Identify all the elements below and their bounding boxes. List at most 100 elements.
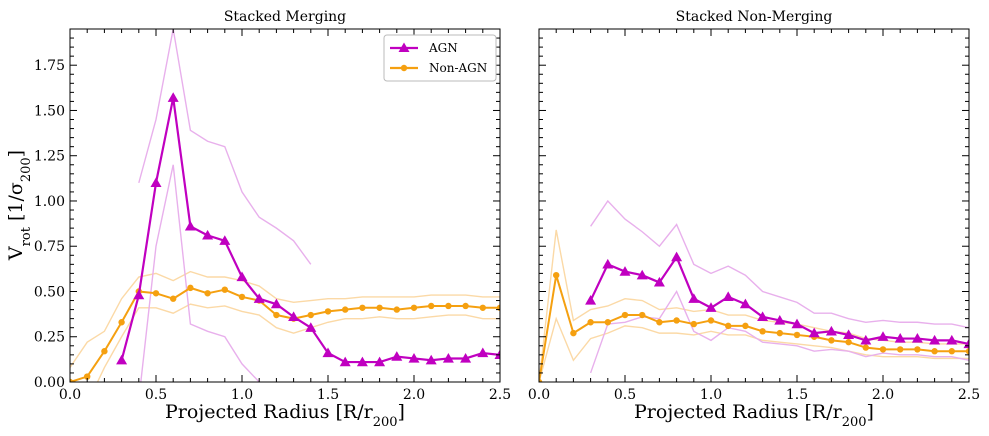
non-agn-data-point [725, 322, 732, 330]
non-agn-data-point [101, 348, 108, 355]
agn-data-point [288, 311, 300, 321]
non-agn-data-point [965, 348, 969, 355]
non-agn-data-point [152, 290, 160, 297]
agn-data-point [408, 352, 420, 363]
agn-data-point [739, 298, 751, 309]
y-tick-label: 0.75 [34, 239, 65, 255]
x-tick-label: 0.5 [614, 387, 636, 403]
agn-data-point [133, 289, 145, 300]
plot-frame [538, 28, 970, 383]
agn-data-point [946, 334, 958, 345]
non-agn-data-point [656, 319, 663, 326]
legend-marker-agn [398, 42, 410, 52]
non-agn-data-point [914, 346, 921, 353]
agn-data-point [339, 356, 351, 367]
legend-item-non-agn: Non-AGN [390, 61, 487, 75]
agn-data-point [202, 229, 214, 240]
non-agn-data-point [948, 348, 955, 355]
agn-data-point [688, 293, 700, 303]
non-agn-series-line [539, 274, 969, 382]
x-tick-label: 2.5 [489, 387, 511, 403]
non-agn-series-line [70, 286, 500, 382]
non-agn-data-point [428, 302, 435, 310]
agn-data-point [116, 354, 128, 365]
non-agn-data-point [897, 346, 904, 353]
agn-data-point [219, 235, 231, 245]
non-agn-data-point [828, 337, 835, 344]
x-tick-label: 1.0 [231, 387, 253, 403]
y-tick-label: 0.25 [34, 330, 65, 346]
agn-data-point [585, 295, 597, 305]
x-tick-label: 0.5 [145, 387, 167, 403]
non-agn-data-point [879, 346, 887, 353]
agn-data-point [929, 334, 941, 345]
non-agn-data-point [479, 304, 486, 311]
agn-data-point [270, 298, 282, 309]
plot-frame [69, 28, 501, 383]
non-agn-lower-band [96, 303, 500, 382]
non-agn-data-point [862, 344, 869, 351]
y-tick-label: 0.50 [34, 284, 65, 300]
non-agn-data-point [570, 329, 577, 337]
agn-data-point [671, 251, 683, 262]
non-agn-data-point [410, 304, 418, 311]
panel-title: Stacked Non-Merging [676, 9, 833, 25]
x-tick-label: 1.0 [700, 387, 722, 403]
agn-data-point [442, 352, 454, 363]
agn-data-point [391, 351, 403, 361]
non-agn-data-point [221, 286, 228, 293]
x-tick-label: 2.5 [958, 387, 980, 403]
x-tick-label: 1.5 [317, 387, 339, 403]
non-agn-upper-band [539, 229, 969, 382]
agn-data-point [757, 311, 769, 321]
non-agn-data-point [204, 290, 211, 297]
non-agn-data-point [376, 304, 383, 311]
non-agn-data-point [187, 284, 194, 292]
x-axis-label: Projected Radius [R/r200] [634, 401, 874, 430]
non-agn-data-point [742, 322, 749, 330]
non-agn-data-point [539, 378, 543, 382]
non-agn-data-point [707, 317, 715, 324]
non-agn-data-point [324, 308, 332, 315]
non-agn-data-point [553, 271, 560, 279]
non-agn-data-point [621, 311, 629, 319]
agn-data-point [722, 291, 734, 302]
agn-data-point [825, 325, 837, 336]
agn-data-point [477, 347, 489, 358]
agn-data-point [494, 349, 500, 359]
legend-box [383, 34, 497, 82]
agn-data-point [774, 314, 786, 325]
non-agn-data-point [845, 338, 852, 346]
y-tick-label: 0.00 [34, 375, 65, 391]
agn-data-point [184, 220, 196, 231]
agn-data-point [911, 333, 923, 343]
agn-data-point [253, 293, 265, 303]
agn-upper-band [138, 29, 312, 265]
x-tick-label: 2.0 [403, 387, 425, 403]
agn-data-point [653, 276, 665, 287]
y-axis-label: Vrot [1/σ200] [5, 150, 34, 261]
agn-data-point [636, 269, 648, 280]
non-agn-data-point [604, 319, 611, 326]
agn-data-point [705, 302, 717, 312]
y-tick-label: 1.25 [34, 149, 65, 165]
non-agn-data-point [342, 306, 349, 313]
non-agn-data-point [690, 320, 697, 328]
x-tick-label: 2.0 [872, 387, 894, 403]
agn-lower-band [589, 289, 969, 374]
agn-data-point [150, 177, 162, 187]
y-tick-label: 1.00 [34, 194, 65, 210]
non-agn-data-point [931, 348, 938, 355]
non-agn-data-point [776, 329, 783, 337]
x-tick-label: 0.0 [59, 387, 81, 403]
non-agn-data-point [307, 311, 314, 319]
agn-data-point [322, 347, 334, 358]
y-tick-label: 1.75 [34, 58, 65, 74]
agn-data-point [877, 331, 889, 341]
legend-marker-non-agn [400, 64, 408, 72]
non-agn-data-point [639, 311, 646, 319]
x-axis-label: Projected Radius [R/r200] [165, 401, 405, 430]
agn-data-point [602, 258, 614, 269]
non-agn-data-point [445, 302, 452, 310]
y-tick-label: 1.50 [34, 103, 65, 119]
